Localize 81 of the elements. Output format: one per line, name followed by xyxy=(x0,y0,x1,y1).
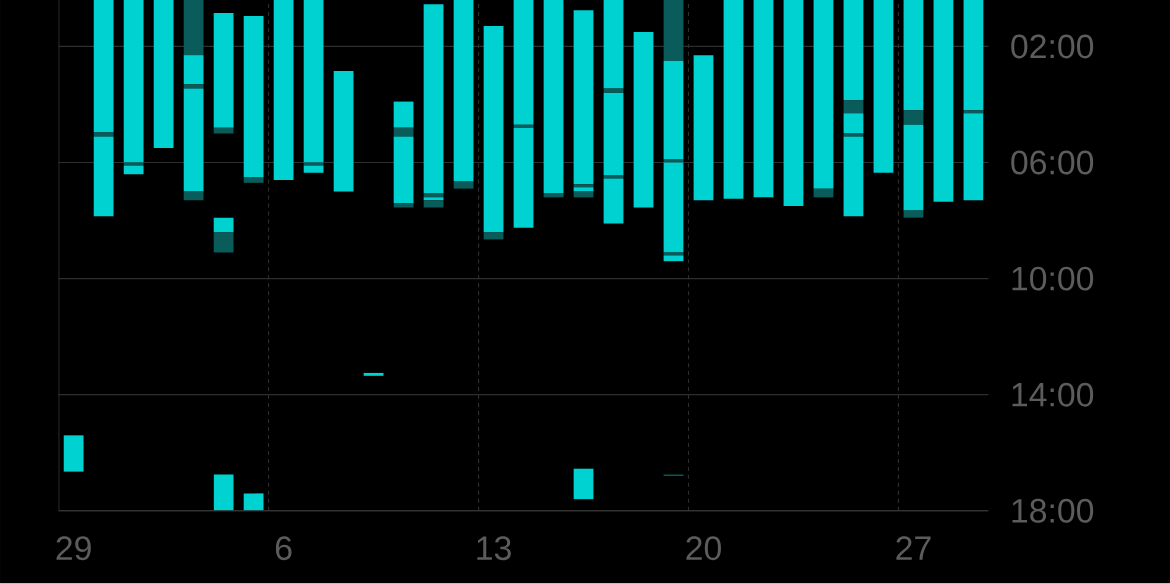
bar xyxy=(93,132,114,137)
bar xyxy=(573,10,594,185)
bar xyxy=(963,0,984,111)
bar xyxy=(453,181,474,189)
x-tick-label: 29 xyxy=(56,536,91,561)
bar xyxy=(633,32,654,208)
bar xyxy=(123,165,144,175)
y-tick-label: 14:00 xyxy=(1012,382,1094,407)
bar xyxy=(543,0,564,194)
bar xyxy=(813,0,834,189)
bar xyxy=(303,165,324,173)
bar xyxy=(513,127,534,228)
bar xyxy=(693,55,714,201)
bar xyxy=(213,217,234,233)
bar xyxy=(573,187,594,192)
bar xyxy=(963,110,984,114)
bar xyxy=(213,232,234,253)
bar xyxy=(423,200,444,208)
bar xyxy=(603,93,624,176)
bar xyxy=(513,124,534,128)
bar xyxy=(843,100,864,114)
bar xyxy=(333,71,354,192)
y-tick-label: 06:00 xyxy=(1011,150,1094,175)
bar xyxy=(93,0,114,133)
bar xyxy=(183,88,204,192)
bar xyxy=(573,184,594,188)
y-tick-label: 02:00 xyxy=(1011,34,1094,59)
bar xyxy=(903,0,924,111)
bar xyxy=(513,0,534,125)
bar xyxy=(303,0,324,163)
bar xyxy=(843,136,864,217)
bar xyxy=(243,493,264,511)
bar xyxy=(903,210,924,218)
bar xyxy=(933,0,954,202)
bar xyxy=(903,110,924,125)
bar xyxy=(273,0,294,181)
bar xyxy=(873,0,894,173)
x-tick-label: 27 xyxy=(896,536,931,561)
bar xyxy=(453,0,474,182)
bar xyxy=(213,13,234,128)
bar xyxy=(663,252,684,256)
bar xyxy=(663,61,684,160)
bar xyxy=(363,373,384,377)
bar xyxy=(423,4,444,194)
bar xyxy=(843,133,864,137)
bar xyxy=(213,474,234,511)
bar xyxy=(183,0,204,56)
x-tick-label: 13 xyxy=(477,536,511,561)
bar xyxy=(903,124,924,211)
bar xyxy=(423,197,444,201)
bar xyxy=(183,55,204,85)
bar xyxy=(123,0,144,163)
bar xyxy=(483,232,504,240)
bar xyxy=(843,0,864,101)
bar xyxy=(963,113,984,201)
y-tick-label: 18:00 xyxy=(1012,499,1094,523)
bar xyxy=(183,191,204,201)
bar xyxy=(783,0,804,207)
x-tick-label: 6 xyxy=(275,536,292,561)
bar xyxy=(93,136,114,217)
bar xyxy=(153,0,174,149)
bar xyxy=(243,177,264,184)
bar xyxy=(753,0,774,198)
bar xyxy=(603,0,624,89)
bar xyxy=(603,178,624,224)
bar xyxy=(183,84,204,89)
bar xyxy=(243,16,264,178)
bar xyxy=(573,468,594,500)
bar xyxy=(393,203,414,208)
bar xyxy=(843,113,864,134)
bar xyxy=(723,0,744,199)
bar xyxy=(663,0,684,62)
x-tick-label: 20 xyxy=(686,536,721,561)
bar xyxy=(393,101,414,128)
y-tick-label: 10:00 xyxy=(1012,266,1094,291)
bar xyxy=(663,255,684,262)
bar xyxy=(663,162,684,253)
bar xyxy=(663,159,684,163)
bar xyxy=(393,136,414,204)
bar xyxy=(63,435,84,472)
bar xyxy=(483,26,504,233)
